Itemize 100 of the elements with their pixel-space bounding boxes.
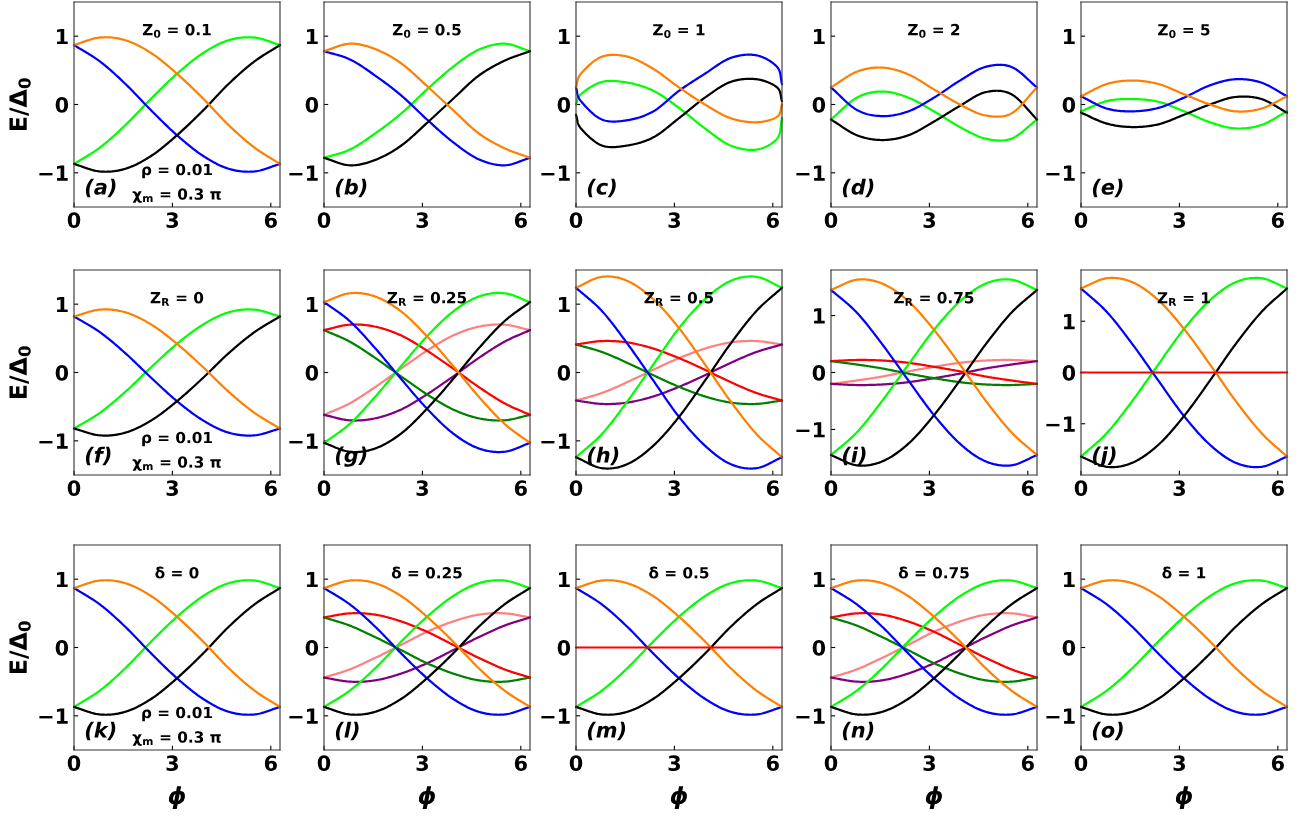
text: Z$_{0}$ = 2	[908, 23, 960, 38]
annotation: (j)	[1092, 446, 1116, 467]
x-tick-label: 3	[416, 212, 428, 228]
y-tick-label: 1	[813, 571, 825, 588]
annotation: (h)	[587, 446, 619, 466]
y-tick-label: −1	[796, 165, 825, 181]
y-tick-label: 1	[56, 28, 68, 45]
x-tick-label: 6	[1021, 480, 1034, 496]
annotation: (m)	[587, 721, 626, 741]
y-tick-label: 0	[55, 96, 69, 113]
text: Z$_{R}$ = 0	[150, 291, 204, 306]
y-tick-label: −1	[1046, 708, 1075, 724]
x-tick-label: 6	[514, 480, 527, 496]
x-tick-label: 6	[766, 480, 779, 496]
y-tick-label: −1	[796, 422, 825, 438]
x-tick-label: 0	[317, 480, 331, 496]
y-tick-label: 0	[812, 364, 826, 381]
x-tick-label: 0	[1074, 480, 1088, 496]
y-tick-label: −1	[541, 708, 570, 724]
x-tick-label: 6	[514, 755, 527, 771]
text: Z$_{R}$ = 0.25	[387, 291, 467, 306]
x-tick-label: 6	[1021, 212, 1034, 228]
text: δ = 0.75	[898, 566, 969, 579]
text: δ = 1	[1162, 566, 1206, 579]
y-tick-label: −1	[39, 708, 68, 724]
y-tick-label: −1	[289, 433, 318, 449]
y-tick-label: 0	[1062, 96, 1076, 113]
x-tick-label: 0	[569, 212, 583, 228]
x-tick-label: 6	[264, 212, 277, 228]
text: Z$_{0}$ = 0.1	[142, 23, 211, 38]
y-tick-label: −1	[541, 433, 570, 449]
x-tick-label: 6	[766, 212, 779, 228]
y-tick-label: 0	[812, 639, 826, 656]
x-axis-title: ϕ	[418, 786, 435, 809]
y-tick-label: −1	[289, 708, 318, 724]
y-tick-label: 0	[55, 639, 69, 656]
y-tick-label: 0	[812, 96, 826, 113]
y-tick-label: 0	[557, 364, 571, 381]
x-tick-label: 0	[569, 755, 583, 771]
x-tick-label: 3	[668, 755, 680, 771]
x-axis-title: ϕ	[925, 786, 942, 809]
x-tick-label: 6	[1271, 480, 1284, 496]
y-tick-label: −1	[39, 165, 68, 181]
x-tick-label: 3	[1173, 755, 1185, 771]
x-tick-label: 0	[1074, 212, 1088, 228]
annotation: (n)	[842, 721, 874, 741]
y-tick-label: 1	[558, 28, 570, 45]
y-axis-title: E/Δ$_{0}$	[9, 78, 31, 131]
x-tick-label: 6	[264, 480, 277, 496]
annotation: (d)	[842, 178, 874, 198]
x-tick-label: 0	[67, 480, 81, 496]
y-axis-title: E/Δ$_{0}$	[9, 621, 31, 674]
x-tick-label: 0	[67, 755, 81, 771]
x-tick-label: 6	[264, 755, 277, 771]
y-tick-label: 1	[306, 28, 318, 45]
x-tick-label: 0	[1074, 755, 1088, 771]
y-tick-label: 0	[305, 96, 319, 113]
x-tick-label: 0	[824, 212, 838, 228]
y-tick-label: −1	[39, 433, 68, 449]
y-tick-label: 0	[1062, 639, 1076, 656]
y-tick-label: −1	[289, 165, 318, 181]
x-tick-label: 0	[317, 755, 331, 771]
x-tick-label: 6	[1271, 212, 1284, 228]
text: δ = 0.25	[391, 566, 462, 579]
y-tick-label: 1	[1063, 313, 1075, 330]
y-tick-label: 0	[557, 639, 571, 656]
x-tick-label: 3	[1173, 212, 1185, 228]
y-tick-label: 0	[305, 364, 319, 381]
text: Z$_{0}$ = 0.5	[392, 23, 461, 38]
annotation: (c)	[587, 178, 616, 198]
y-tick-label: 1	[1063, 28, 1075, 45]
y-tick-label: 1	[558, 571, 570, 588]
y-tick-label: −1	[796, 708, 825, 724]
annotation: (k)	[85, 721, 116, 741]
y-tick-label: 1	[56, 296, 68, 313]
x-tick-label: 3	[166, 755, 178, 771]
y-tick-label: 1	[813, 28, 825, 45]
y-tick-label: 1	[306, 296, 318, 313]
text: Z$_{0}$ = 5	[1158, 24, 1210, 38]
x-tick-label: 3	[1173, 480, 1185, 496]
text: δ = 0	[155, 566, 199, 579]
annotation: (i)	[842, 446, 866, 466]
text: δ = 0.5	[649, 566, 709, 579]
y-tick-label: −1	[1046, 416, 1075, 432]
annotation: χ$_{m}$ = 0.3 π	[132, 188, 221, 203]
x-tick-label: 6	[1021, 755, 1034, 771]
y-tick-label: 1	[1063, 571, 1075, 588]
text: Z$_{R}$ = 1	[1157, 292, 1210, 306]
annotation: χ$_{m}$ = 0.3 π	[132, 731, 221, 746]
annotation: ρ = 0.01	[142, 431, 212, 447]
y-tick-label: 0	[1062, 364, 1076, 381]
x-tick-label: 0	[569, 480, 583, 496]
x-tick-label: 6	[766, 755, 779, 771]
annotation: (a)	[85, 178, 116, 198]
x-tick-label: 6	[514, 212, 527, 228]
y-tick-label: 1	[306, 571, 318, 588]
annotation: (f)	[85, 446, 111, 466]
x-tick-label: 6	[1271, 755, 1284, 771]
y-tick-label: −1	[1046, 165, 1075, 181]
x-axis-title: ϕ	[168, 786, 185, 809]
